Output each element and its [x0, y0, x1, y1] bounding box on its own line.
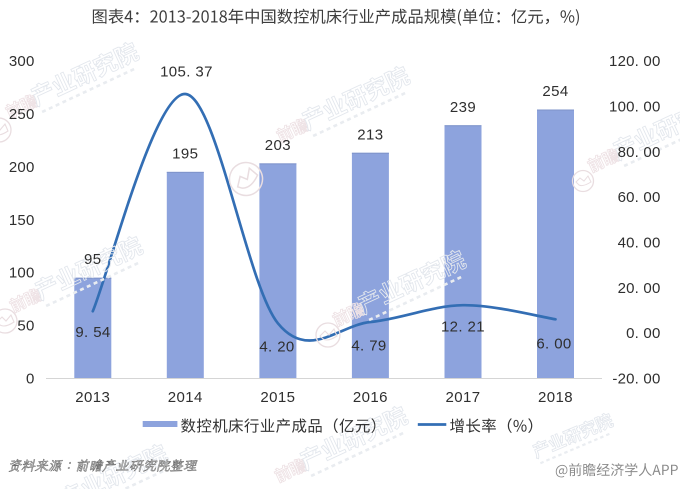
svg-text:2015: 2015 — [260, 389, 295, 406]
svg-text:200: 200 — [9, 159, 35, 176]
svg-text:150: 150 — [9, 212, 35, 229]
svg-text:2016: 2016 — [353, 389, 388, 406]
svg-text:203: 203 — [265, 137, 291, 154]
svg-text:195: 195 — [172, 145, 198, 162]
svg-text:6. 00: 6. 00 — [536, 335, 571, 352]
svg-text:254: 254 — [542, 83, 568, 100]
svg-text:250: 250 — [9, 106, 35, 123]
svg-text:60. 00: 60. 00 — [618, 189, 661, 206]
svg-text:120. 00: 120. 00 — [609, 53, 660, 70]
svg-text:300: 300 — [9, 53, 35, 70]
svg-text:95: 95 — [84, 251, 102, 268]
svg-text:-20. 00: -20. 00 — [612, 371, 660, 388]
svg-text:0: 0 — [26, 371, 35, 388]
svg-text:2018: 2018 — [538, 389, 573, 406]
svg-text:20. 00: 20. 00 — [618, 280, 661, 297]
svg-text:4. 20: 4. 20 — [259, 338, 294, 355]
svg-text:2013: 2013 — [75, 389, 110, 406]
svg-text:12. 21: 12. 21 — [441, 318, 485, 335]
svg-text:80. 00: 80. 00 — [618, 144, 661, 161]
svg-text:9. 54: 9. 54 — [75, 324, 110, 341]
svg-text:4. 79: 4. 79 — [351, 337, 386, 354]
svg-text:239: 239 — [450, 99, 476, 116]
svg-text:2014: 2014 — [168, 389, 203, 406]
svg-text:2017: 2017 — [446, 389, 481, 406]
svg-text:40. 00: 40. 00 — [618, 235, 661, 252]
svg-text:105. 37: 105. 37 — [160, 64, 213, 81]
svg-text:100: 100 — [9, 265, 35, 282]
svg-text:213: 213 — [357, 126, 383, 143]
svg-text:0. 00: 0. 00 — [626, 325, 660, 342]
svg-text:50: 50 — [17, 318, 34, 335]
svg-text:100. 00: 100. 00 — [609, 98, 660, 115]
